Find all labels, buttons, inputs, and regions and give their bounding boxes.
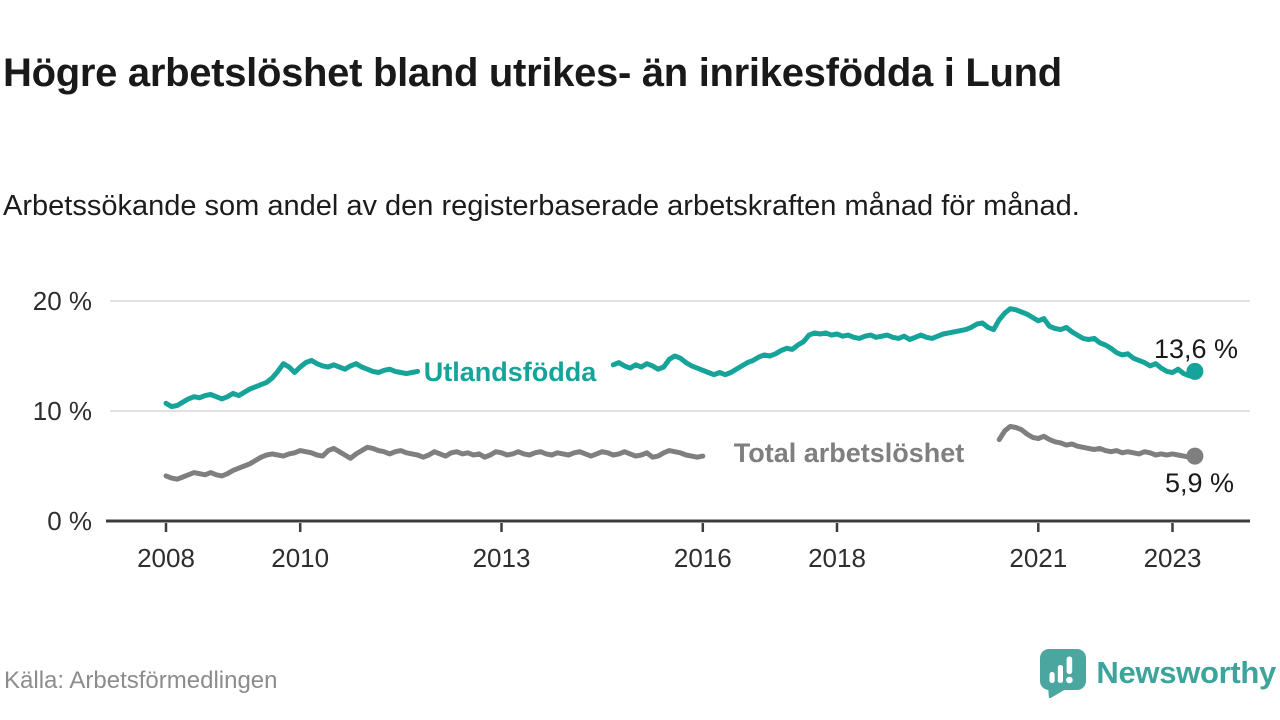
series-line-0: [163, 357, 421, 410]
chart-title: Högre arbetslöshet bland utrikes- än inr…: [3, 50, 1062, 95]
series-label-total-arbetsloshet: Total arbetslöshet: [734, 438, 965, 468]
newsworthy-logo-icon: [1040, 649, 1087, 698]
series-label-utlandsfodda: Utlandsfödda: [424, 357, 597, 387]
gridlines: [106, 300, 1250, 523]
y-tick-label: 10 %: [33, 396, 92, 426]
brand-lockup: Newsworthy: [1039, 648, 1276, 698]
chart-subtitle: Arbetssökande som andel av den registerb…: [3, 190, 1080, 222]
x-axis: [164, 523, 1174, 532]
series-end-dot-1: [1186, 447, 1204, 465]
source-note: Källa: Arbetsförmedlingen: [4, 667, 278, 694]
brand-name: Newsworthy: [1096, 655, 1276, 690]
y-axis-labels: 0 % 10 % 20 %: [33, 286, 92, 536]
end-value-label-utlandsfodda: 13,6 %: [1154, 334, 1238, 364]
x-tick-label: 2016: [674, 543, 732, 573]
x-tick-label: 2013: [473, 543, 531, 573]
x-tick-label: 2008: [137, 543, 195, 573]
x-tick-label: 2010: [271, 543, 329, 573]
x-tick-label: 2018: [808, 543, 866, 573]
end-value-label-total-arbetsloshet: 5,9 %: [1165, 468, 1234, 498]
y-tick-label: 0 %: [47, 506, 92, 536]
series-line-1: [163, 444, 706, 482]
x-tick-label: 2023: [1144, 543, 1202, 573]
x-tick-label: 2021: [1009, 543, 1067, 573]
series-line-1: [996, 423, 1198, 460]
x-axis-labels: 2008 2010 2013 2016 2018 2021 2023: [137, 543, 1201, 573]
data-series: [163, 306, 1204, 482]
y-tick-label: 20 %: [33, 286, 92, 316]
series-line-0: [610, 306, 1198, 379]
series-end-dot-0: [1186, 362, 1204, 380]
